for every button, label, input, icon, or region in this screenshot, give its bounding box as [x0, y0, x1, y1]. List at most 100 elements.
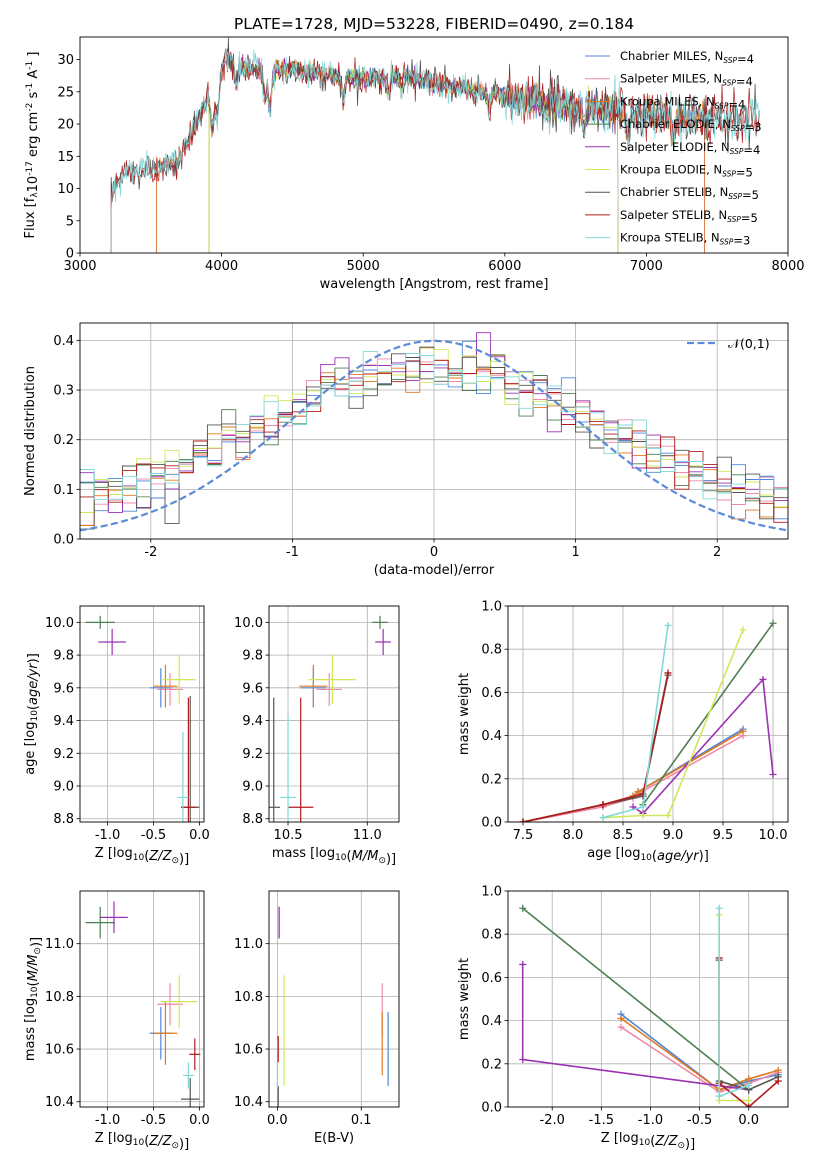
- y-tick-label: 0.6: [481, 686, 502, 701]
- y-tick-label: 10.6: [234, 1043, 263, 1058]
- y-tick-label: 0.2: [53, 433, 74, 448]
- y-tick-label: 11.0: [45, 937, 74, 952]
- x-tick-label: -2: [144, 545, 157, 560]
- x-tick-label: 9.5: [713, 828, 734, 843]
- x-tick-label: -1.0: [95, 828, 120, 843]
- plot-area: [85, 615, 200, 822]
- data-marker: [519, 960, 527, 968]
- massweight-series: [718, 908, 749, 1098]
- axes-frame: [268, 605, 400, 823]
- errorbar-point: [181, 697, 196, 822]
- errorbar-point: [149, 668, 172, 708]
- errorbar-point: [177, 732, 189, 822]
- errorbar-point: [316, 673, 342, 706]
- panel-massweight_vs_age: 7.5 8.0 8.5 9.0 9.5 10.0 0.0 0.2 0.4 0.6 0.8 1.0 age…: [457, 600, 789, 864]
- plot-area: [110, 37, 760, 253]
- y-tick-label: 9.8: [53, 649, 74, 664]
- y-tick-label: 9.6: [53, 681, 74, 696]
- x-tick-label: 0.0: [189, 828, 210, 843]
- massweight-series: [620, 1017, 779, 1091]
- y-tick-label: 10.4: [45, 1095, 74, 1110]
- panel-residuals: -2 -1 0 1 2 0.0 0.1 0.2 0.3 0.4 (data-model)/error…: [23, 322, 789, 578]
- data-marker: [739, 727, 747, 735]
- data-marker: [599, 814, 607, 822]
- y-tick-label: 9.0: [242, 780, 263, 795]
- x-tick-label: -1.0: [95, 1113, 120, 1128]
- plot-area: [85, 901, 201, 1107]
- histogram-series: [80, 350, 788, 500]
- y-tick-label: 0.6: [481, 971, 502, 986]
- errorbar-point: [299, 664, 328, 708]
- massweight-series: [642, 622, 774, 806]
- y-tick-label: 0.2: [481, 772, 502, 787]
- y-tick-label: 9.6: [242, 681, 263, 696]
- x-tick-label: 10.0: [759, 828, 788, 843]
- y-tick-label: 9.8: [242, 649, 263, 664]
- errorbar-point: [153, 1001, 178, 1065]
- panel-spectrum: 3000 4000 5000 6000 7000 8000 0 5 10 15 20 25 30 wave…: [23, 36, 805, 292]
- legend: Chabrier MILES, NSSP=4 Salpeter MILES, NS…: [585, 49, 762, 248]
- massweight-series: [632, 677, 774, 815]
- figure-title: PLATE=1728, MJD=53228, FIBERID=0490, z=0…: [234, 15, 634, 33]
- massweight-series: [522, 672, 669, 822]
- x-tick-label: 1: [571, 545, 579, 560]
- plot-area: [276, 906, 389, 1107]
- plot-area: [519, 619, 777, 822]
- x-tick-label: -1: [286, 545, 299, 560]
- y-tick-label: 9.4: [242, 714, 263, 729]
- errorbar-point: [157, 673, 183, 706]
- data-marker: [745, 1097, 753, 1105]
- legend-label: Salpeter ELODIE, NSSP=4: [620, 140, 760, 157]
- y-axis-label: mass [log10(M/M⊙)]: [23, 937, 44, 1061]
- y-axis-label: Flux [fλ10-17 erg cm-2 s-1 A-1 ]: [23, 52, 41, 239]
- y-tick-label: 0.0: [481, 816, 502, 831]
- y-tick-label: 1.0: [481, 600, 502, 615]
- errorbar-point: [162, 655, 196, 705]
- data-marker: [769, 619, 777, 627]
- data-marker: [664, 812, 672, 820]
- errorbar-point: [375, 628, 392, 656]
- x-tick-label: 10.5: [274, 828, 303, 843]
- y-tick-label: 0.2: [481, 1057, 502, 1072]
- y-tick-label: 0.8: [481, 643, 502, 658]
- data-marker: [745, 1103, 753, 1107]
- y-tick-label: 0.0: [481, 1101, 502, 1116]
- x-tick-label: -0.5: [141, 828, 166, 843]
- data-marker: [639, 803, 647, 811]
- x-tick-label: -1.5: [589, 1113, 614, 1128]
- data-marker: [774, 1077, 782, 1085]
- x-tick-label: 0.0: [267, 1113, 288, 1128]
- panel-age_vs_mass: 10.5 11.0 8.8 9.0 9.2 9.4 9.6 9.8 10.0 mass [log1…: [234, 605, 400, 867]
- x-tick-label: 3000: [63, 259, 96, 274]
- data-marker: [774, 1066, 782, 1074]
- errorbar-point: [181, 1078, 200, 1107]
- y-tick-label: 10.0: [45, 616, 74, 631]
- data-marker: [634, 788, 642, 796]
- y-axis-label: Normed distribution: [23, 366, 38, 496]
- spectrum-series: [110, 49, 760, 253]
- errorbar-point: [308, 655, 357, 705]
- errorbar-point: [182, 1062, 194, 1089]
- legend-label: Kroupa MILES, NSSP=4: [620, 94, 745, 111]
- y-tick-label: 9.2: [53, 747, 74, 762]
- y-tick-label: 10.8: [45, 990, 74, 1005]
- y-tick-label: 10: [57, 182, 74, 197]
- axes-frame: [79, 605, 205, 823]
- x-axis-label: mass [log10(M/M⊙)]: [272, 846, 396, 867]
- y-tick-label: 8.8: [53, 812, 74, 827]
- x-tick-label: 8.0: [563, 828, 584, 843]
- massweight-series: [718, 914, 749, 1102]
- legend-label: Chabrier ELODIE, NSSP=3: [620, 117, 762, 134]
- x-tick-label: 11.0: [353, 828, 382, 843]
- errorbar-point: [288, 697, 314, 822]
- y-tick-label: 5: [66, 214, 74, 229]
- panel-mass_vs_EBV: 0.0 0.1 10.4 10.6 10.8 11.0 E(B-V): [234, 890, 400, 1146]
- y-tick-label: 0.4: [53, 334, 74, 349]
- legend-label: Salpeter MILES, NSSP=4: [620, 72, 753, 89]
- x-tick-label: 8.5: [613, 828, 634, 843]
- x-tick-label: 0.0: [738, 1113, 759, 1128]
- errorbar-point: [269, 697, 281, 822]
- y-tick-label: 20: [57, 118, 74, 133]
- axes-frame: [268, 890, 400, 1108]
